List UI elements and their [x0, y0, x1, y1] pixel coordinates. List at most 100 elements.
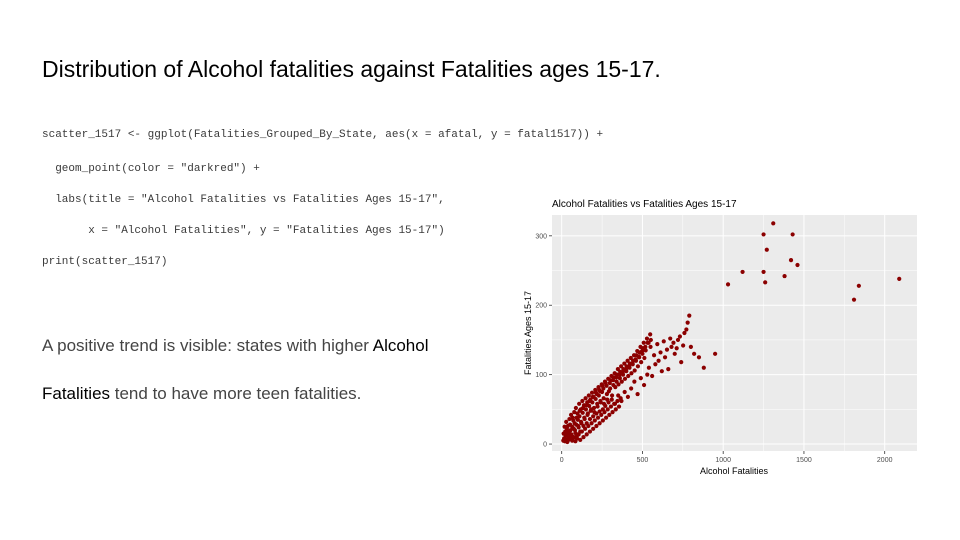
data-point	[580, 410, 585, 415]
data-point	[580, 398, 585, 404]
slide-title: Distribution of Alcohol fatalities again…	[42, 56, 661, 82]
data-point	[604, 415, 609, 420]
data-point	[632, 379, 637, 384]
data-point	[629, 371, 634, 376]
y-axis-label: Fatalities Ages 15-17	[523, 291, 533, 375]
data-point	[664, 347, 670, 352]
data-point	[594, 423, 599, 429]
data-point	[596, 385, 601, 390]
x-tick-label: 0	[560, 457, 564, 464]
data-point	[615, 366, 620, 372]
data-point	[581, 403, 587, 408]
data-point	[576, 423, 581, 429]
data-point	[605, 397, 610, 402]
data-point	[623, 366, 629, 372]
data-point	[636, 354, 641, 359]
data-point	[669, 344, 674, 349]
data-point	[764, 247, 769, 252]
data-point	[614, 375, 619, 380]
data-point	[589, 390, 595, 395]
data-point	[628, 355, 633, 361]
data-point	[632, 368, 637, 373]
data-point	[600, 418, 605, 423]
code-line: scatter_1517 <- ggplot(Fatalities_Groupe…	[42, 129, 604, 141]
x-axis-ticks: 0 500 1000 1500 2000	[560, 451, 893, 464]
data-point	[625, 394, 631, 399]
data-point	[692, 351, 697, 356]
data-point	[658, 350, 663, 355]
data-point	[568, 428, 573, 433]
data-point	[897, 276, 902, 281]
data-point	[648, 344, 653, 349]
data-point	[582, 416, 587, 422]
data-point	[586, 393, 591, 398]
data-point	[617, 376, 622, 381]
data-point	[615, 398, 620, 404]
data-point	[651, 353, 657, 358]
data-point	[622, 376, 628, 381]
data-point	[688, 344, 693, 349]
data-point	[572, 428, 578, 433]
data-point	[635, 391, 640, 397]
data-point	[595, 404, 600, 409]
data-point	[612, 401, 617, 406]
data-point	[659, 369, 664, 374]
data-point	[626, 373, 631, 379]
data-point	[587, 416, 593, 422]
data-point	[585, 411, 590, 416]
data-point	[763, 280, 768, 285]
data-point	[641, 382, 647, 388]
description-part-1: A positive trend is visible: states with…	[42, 336, 373, 355]
data-point	[856, 283, 861, 288]
data-point	[631, 353, 637, 358]
data-point	[650, 373, 655, 379]
data-point	[627, 364, 632, 369]
data-point	[635, 364, 641, 369]
chart-title: Alcohol Fatalities vs Fatalities Ages 15…	[552, 199, 737, 210]
data-point	[599, 382, 604, 387]
code-line: print(scatter_1517)	[42, 256, 168, 268]
x-tick-label: 1000	[715, 457, 731, 464]
data-point	[725, 282, 731, 287]
data-point	[573, 405, 579, 411]
data-point	[713, 351, 718, 356]
y-tick-label: 300	[535, 233, 547, 240]
data-point	[583, 396, 588, 401]
data-point	[613, 407, 618, 412]
data-point	[585, 400, 590, 405]
data-point	[579, 429, 584, 434]
scatter-chart: Alcohol Fatalities vs Fatalities Ages 15…	[523, 199, 917, 476]
data-point	[653, 362, 658, 367]
description-text: A positive trend is visible: states with…	[42, 322, 482, 418]
data-point	[625, 358, 630, 363]
data-point	[598, 400, 603, 405]
data-point	[594, 391, 599, 397]
data-point	[685, 320, 690, 325]
data-point	[672, 351, 677, 356]
y-tick-label: 100	[535, 372, 547, 379]
data-point	[591, 394, 596, 399]
data-point	[771, 221, 776, 226]
data-point	[591, 414, 596, 419]
data-point	[666, 366, 671, 372]
data-point	[635, 348, 640, 354]
data-point	[761, 269, 766, 275]
data-point	[622, 389, 627, 395]
data-point	[586, 423, 591, 429]
data-point	[578, 437, 583, 442]
data-point	[671, 340, 676, 345]
data-point	[589, 421, 594, 426]
data-point	[616, 382, 621, 387]
data-point	[620, 369, 625, 374]
data-point	[592, 410, 597, 415]
data-point	[564, 419, 569, 424]
data-point	[648, 337, 653, 343]
data-point	[566, 435, 572, 440]
data-point	[574, 415, 579, 420]
data-point	[575, 411, 580, 416]
data-point	[588, 397, 593, 402]
data-point	[598, 389, 603, 394]
data-point	[616, 404, 622, 409]
data-point	[643, 348, 648, 353]
data-point	[588, 407, 594, 412]
